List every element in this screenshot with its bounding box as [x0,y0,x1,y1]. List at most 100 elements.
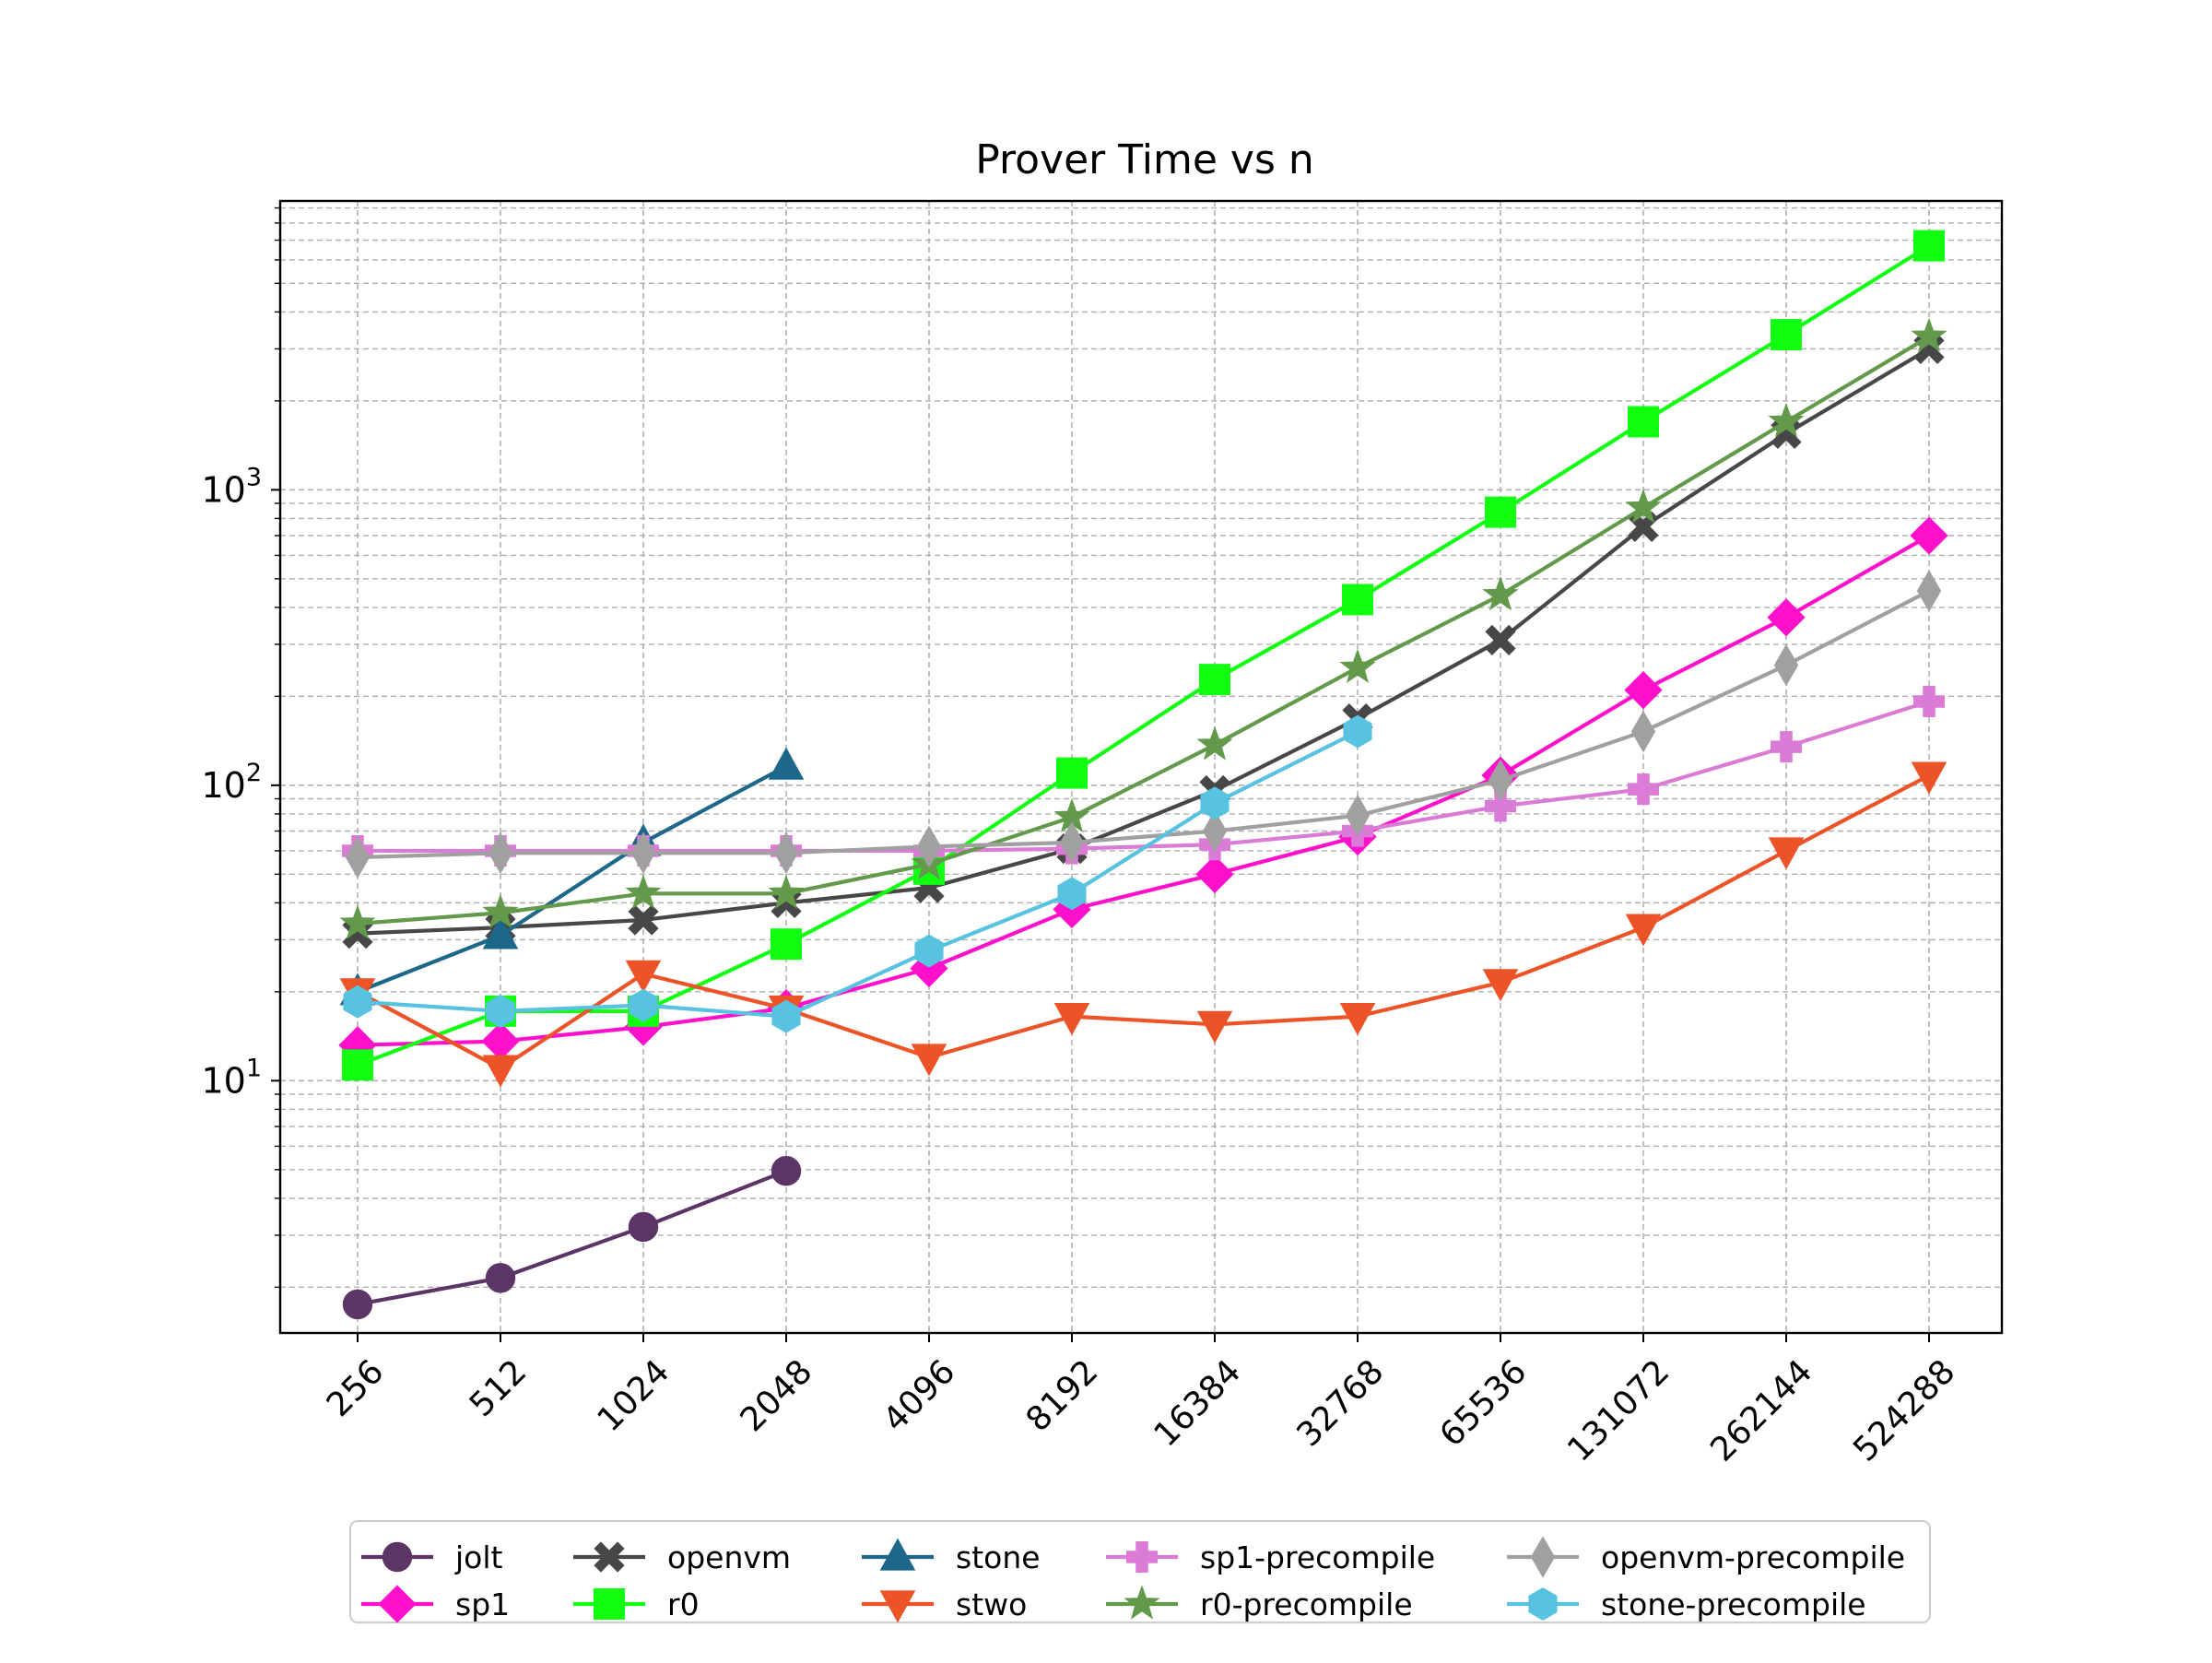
data-point-r0-precompile [482,893,519,928]
legend-entry-openvm-precompile: openvm-precompile [1507,1536,1905,1578]
x-tick-label: 512 [463,1352,535,1424]
x-tick-label: 65536 [1432,1352,1534,1454]
data-point-sp1-precompile [1628,773,1659,806]
data-point-sp1-precompile [1913,686,1945,718]
legend-entry-r0-precompile: r0-precompile [1106,1585,1413,1622]
x-tick-label: 16384 [1147,1352,1248,1454]
data-point-r0 [1771,319,1802,351]
data-point-r0 [1199,664,1230,696]
legend-marker [879,1538,916,1571]
legend-label: openvm-precompile [1601,1539,1905,1575]
legend-marker [1530,1536,1556,1578]
data-point-openvm-precompile [1773,643,1799,687]
data-point-stwo [1768,837,1805,870]
plot-frame [278,199,2004,1335]
data-point-stone-precompile [771,999,801,1033]
data-point-stwo [1339,1003,1376,1036]
data-point-r0-precompile [768,874,805,909]
legend-label: sp1-precompile [1200,1539,1435,1575]
series-line-sp1 [355,533,1932,1047]
data-point-stwo [1196,1010,1233,1044]
series-r0 [342,230,1945,1081]
data-point-stone-precompile [343,985,372,1019]
data-point-sp1 [1910,516,1948,555]
legend-marker [1126,1541,1158,1573]
data-point-sp1 [1767,598,1806,637]
y-tick-label: 102 [201,759,262,806]
legend-entry-r0: r0 [573,1586,700,1622]
legend-marker [1124,1585,1160,1620]
x-tick-label: 131072 [1560,1352,1677,1468]
data-point-r0-precompile [1482,576,1519,611]
x-tick-label: 8192 [1019,1352,1106,1439]
series-line-stwo [355,773,1932,1071]
data-point-stwo [482,1055,519,1088]
data-point-r0 [1056,757,1088,789]
series-openvm [342,333,1945,949]
series-line-r0 [355,243,1932,1067]
data-point-r0-precompile [1339,648,1376,683]
series-stone [339,747,805,1006]
series-sp1 [338,516,1948,1065]
data-point-stone-precompile [1343,714,1372,749]
series-openvm-precompile [345,570,1942,879]
data-point-r0 [771,928,802,961]
data-point-openvm-precompile [345,836,371,879]
data-point-r0 [1628,406,1659,438]
data-point-stone-precompile [914,934,944,968]
data-point-jolt [628,1211,659,1243]
legend-label: stone [956,1539,1041,1575]
data-point-stwo [911,1044,947,1077]
legend-label: r0-precompile [1200,1586,1413,1622]
legend-entry-stone-precompile: stone-precompile [1507,1586,1866,1622]
series-line-jolt [355,1169,789,1307]
series-line-openvm [355,347,1932,936]
legend-marker [594,1541,625,1573]
y-tick-label: 101 [201,1054,262,1101]
legend-marker [1528,1587,1558,1621]
data-point-r0-precompile [1911,317,1947,352]
series-sp1-precompile [342,686,1945,867]
legend-label: jolt [454,1539,503,1575]
data-point-openvm-precompile [1630,710,1656,753]
series-jolt [342,1156,802,1320]
legend-entry-sp1-precompile: sp1-precompile [1106,1539,1435,1575]
data-point-stone-precompile [1200,786,1230,820]
data-point-stwo [1911,761,1947,795]
data-point-openvm-precompile [488,832,513,875]
series-line-stone [355,764,789,994]
data-point-stone-precompile [1057,877,1087,911]
data-point-stwo [1053,1003,1090,1036]
legend-entry-stwo: stwo [862,1586,1027,1623]
plot-series [338,230,1948,1320]
data-point-sp1 [481,1021,520,1061]
data-point-stwo [1482,969,1519,1002]
legend-marker [378,1585,417,1623]
data-point-sp1-precompile [1485,790,1516,822]
data-point-r0 [1342,584,1373,616]
grid [280,201,2002,1333]
x-tick-label: 524288 [1846,1352,1962,1468]
data-point-openvm-precompile [773,832,799,875]
legend-label: stwo [956,1586,1027,1622]
legend: jolt sp1 openvm r0 stone stwo sp1-precompile r0… [349,1520,1931,1623]
x-tick-label: 2048 [734,1352,820,1439]
x-tick-label: 262144 [1703,1352,1819,1468]
legend-marker [879,1590,916,1623]
data-point-r0-precompile [1196,725,1233,761]
data-point-jolt [771,1156,802,1186]
legend-entry-stone: stone [862,1538,1041,1575]
series-r0-precompile [339,317,1947,939]
x-tick-label: 1024 [591,1352,677,1439]
data-point-r0 [1485,496,1516,528]
legend-label: r0 [667,1586,700,1622]
data-point-sp1-precompile [1771,731,1802,763]
x-tick-label: 32768 [1289,1352,1391,1454]
data-point-jolt [342,1289,373,1320]
data-point-openvm-precompile [916,825,942,868]
data-point-openvm-precompile [1059,821,1085,864]
data-point-openvm-precompile [1916,570,1942,612]
data-point-stone [482,916,519,949]
